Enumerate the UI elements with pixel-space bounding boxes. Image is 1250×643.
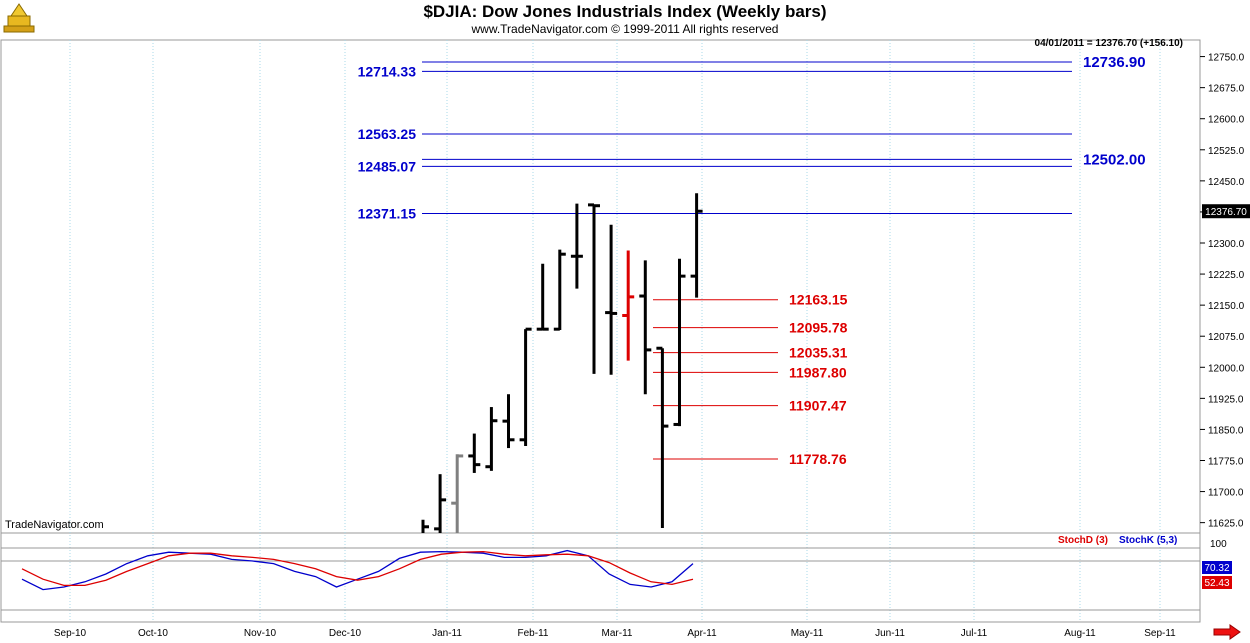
y-tick-label: 12075.0 bbox=[1208, 332, 1245, 343]
y-tick-label: 11775.0 bbox=[1208, 457, 1244, 468]
y-tick-label: 12150.0 bbox=[1208, 301, 1245, 312]
x-tick-label: May-11 bbox=[791, 628, 824, 639]
ohlc-bar bbox=[502, 394, 515, 449]
blue-level-label: 12485.07 bbox=[358, 158, 417, 174]
legend-stochd: StochD (3) bbox=[1058, 535, 1108, 546]
ohlc-bar bbox=[553, 249, 566, 331]
x-tick-label: Dec-10 bbox=[329, 628, 362, 639]
red-level-label: 11987.80 bbox=[789, 364, 847, 380]
stochk-line bbox=[21, 549, 694, 591]
x-tick-label: Nov-10 bbox=[244, 628, 277, 639]
y-tick-label: 12675.0 bbox=[1208, 84, 1245, 95]
y-tick-label: 12225.0 bbox=[1208, 270, 1245, 281]
blue-level-label: 12736.90 bbox=[1083, 54, 1146, 71]
osc-y-tick-label: 100 bbox=[1210, 539, 1227, 550]
x-tick-label: Jan-11 bbox=[432, 628, 462, 639]
ohlc-bar bbox=[485, 407, 498, 471]
y-tick-label: 11700.0 bbox=[1208, 488, 1244, 499]
x-tick-label: Feb-11 bbox=[518, 628, 549, 639]
x-tick-label: Apr-11 bbox=[687, 628, 717, 639]
blue-level-label: 12502.00 bbox=[1083, 151, 1146, 168]
x-tick-label: Oct-10 bbox=[138, 628, 168, 639]
scroll-right-arrow-icon[interactable] bbox=[1212, 624, 1242, 640]
red-level-label: 12095.78 bbox=[789, 320, 848, 336]
ohlc-bar bbox=[588, 203, 600, 374]
stochd-line bbox=[21, 550, 694, 587]
y-tick-label: 12750.0 bbox=[1208, 53, 1245, 64]
trade-navigator-logo-icon[interactable] bbox=[2, 2, 36, 34]
y-tick-label: 12000.0 bbox=[1208, 363, 1245, 374]
ohlc-bar bbox=[622, 250, 635, 361]
ohlc-bar bbox=[656, 346, 669, 529]
chart-title: $DJIA: Dow Jones Industrials Index (Week… bbox=[423, 2, 827, 21]
x-tick-label: Mar-11 bbox=[602, 628, 633, 639]
osc-last-label: 52.43 bbox=[1204, 578, 1229, 589]
last-price-readout: 04/01/2011 = 12376.70 (+156.10) bbox=[1035, 38, 1183, 49]
osc-last-tag bbox=[1202, 576, 1232, 589]
chart-subtitle: www.TradeNavigator.com © 1999-2011 All r… bbox=[471, 22, 779, 36]
y-tick-label: 12300.0 bbox=[1208, 239, 1245, 250]
osc-last-tag bbox=[1202, 561, 1232, 574]
legend-stochk: StochK (5,3) bbox=[1119, 535, 1177, 546]
blue-level-label: 12714.33 bbox=[358, 63, 417, 79]
x-tick-label: Sep-10 bbox=[54, 628, 87, 639]
ohlc-bar bbox=[570, 203, 583, 289]
y-tick-label: 11925.0 bbox=[1208, 394, 1244, 405]
price-panel-frame bbox=[0, 39, 1201, 534]
red-level-label: 12035.31 bbox=[789, 345, 848, 361]
ohlc-bar bbox=[468, 433, 481, 473]
osc-last-label: 70.32 bbox=[1204, 563, 1229, 574]
watermark-text: TradeNavigator.com bbox=[5, 519, 104, 531]
ohlc-bar bbox=[536, 263, 549, 331]
chart-header: $DJIA: Dow Jones Industrials Index (Week… bbox=[0, 0, 1250, 40]
y-tick-label: 12450.0 bbox=[1208, 177, 1245, 188]
ohlc-bar bbox=[639, 260, 652, 395]
x-tick-label: Jul-11 bbox=[961, 628, 988, 639]
y-tick-label: 12525.0 bbox=[1208, 146, 1245, 157]
ohlc-bar bbox=[451, 454, 464, 533]
y-tick-label: 12600.0 bbox=[1208, 115, 1245, 126]
y-tick-label: 11850.0 bbox=[1208, 425, 1244, 436]
y-tick-label: 11625.0 bbox=[1208, 519, 1244, 530]
blue-level-label: 12371.15 bbox=[358, 206, 417, 222]
red-level-label: 11907.47 bbox=[789, 398, 847, 414]
ohlc-bar bbox=[519, 327, 532, 446]
ohlc-bar bbox=[690, 193, 703, 298]
ohlc-bar bbox=[434, 474, 447, 533]
ohlc-bar bbox=[421, 519, 429, 533]
ohlc-bar bbox=[673, 258, 686, 427]
ohlc-bars bbox=[421, 193, 703, 533]
last-price-label: 12376.70 bbox=[1205, 207, 1247, 218]
ohlc-bar bbox=[605, 224, 618, 375]
blue-level-label: 12563.25 bbox=[358, 126, 417, 142]
x-tick-label: Jun-11 bbox=[875, 628, 905, 639]
red-level-label: 12163.15 bbox=[789, 292, 848, 308]
x-tick-label: Sep-11 bbox=[1144, 628, 1176, 639]
x-tick-label: Aug-11 bbox=[1064, 628, 1096, 639]
oscillator-panel-frame bbox=[0, 532, 1201, 623]
last-price-tag bbox=[1202, 204, 1250, 219]
red-level-label: 11778.76 bbox=[789, 451, 847, 467]
